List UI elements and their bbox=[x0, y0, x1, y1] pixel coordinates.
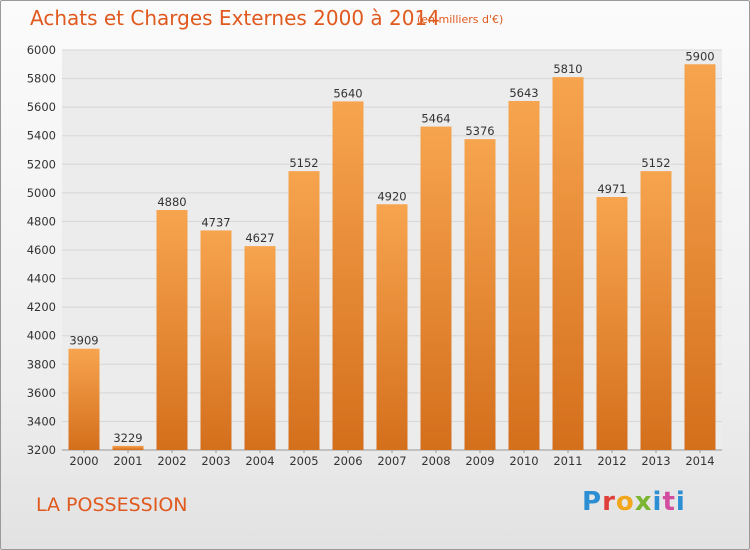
x-tick-label-2005: 2005 bbox=[289, 454, 318, 468]
y-tick-label: 3600 bbox=[27, 386, 56, 400]
chart-unit-note: (en milliers d'€) bbox=[417, 13, 504, 26]
x-tick-label-2008: 2008 bbox=[421, 454, 450, 468]
y-tick-label: 5400 bbox=[27, 129, 56, 143]
y-tick-label: 3800 bbox=[27, 357, 56, 371]
x-tick-label-2007: 2007 bbox=[377, 454, 406, 468]
data-label-2009: 5376 bbox=[465, 124, 494, 138]
data-label-2000: 3909 bbox=[69, 334, 98, 348]
x-tick-label-2003: 2003 bbox=[201, 454, 230, 468]
y-tick-label: 4800 bbox=[27, 214, 56, 228]
x-tick-label-2014: 2014 bbox=[685, 454, 714, 468]
x-tick-label-2013: 2013 bbox=[641, 454, 670, 468]
y-tick-label: 4400 bbox=[27, 272, 56, 286]
bar-2014 bbox=[684, 64, 716, 451]
chart-title: Achats et Charges Externes 2000 à 2014 bbox=[30, 6, 440, 30]
bar-layer bbox=[68, 64, 716, 451]
y-tick-label: 4600 bbox=[27, 243, 56, 257]
bar-2013 bbox=[640, 171, 672, 450]
data-label-2013: 5152 bbox=[641, 156, 670, 170]
bar-2002 bbox=[156, 210, 188, 450]
x-tick-label-2012: 2012 bbox=[597, 454, 626, 468]
place-name: LA POSSESSION bbox=[36, 494, 188, 516]
x-tick-label-2000: 2000 bbox=[69, 454, 98, 468]
bar-2011 bbox=[552, 77, 584, 451]
data-label-2001: 3229 bbox=[113, 431, 142, 445]
bar-2008 bbox=[420, 126, 452, 451]
x-tick-label-2010: 2010 bbox=[509, 454, 538, 468]
data-label-2006: 5640 bbox=[333, 86, 362, 100]
bar-2006 bbox=[332, 101, 364, 450]
bar-2000 bbox=[68, 348, 100, 450]
data-label-2002: 4880 bbox=[157, 195, 186, 209]
data-label-2004: 4627 bbox=[245, 231, 274, 245]
bar-2009 bbox=[464, 139, 496, 450]
y-tick-label: 5800 bbox=[27, 72, 56, 86]
y-tick-label: 4000 bbox=[27, 329, 56, 343]
x-tick-label-2009: 2009 bbox=[465, 454, 494, 468]
bar-2003 bbox=[200, 230, 232, 450]
y-tick-label: 4200 bbox=[27, 300, 56, 314]
y-tick-label: 6000 bbox=[27, 43, 56, 57]
label-layer: 3200 3400 3600 3800 4000 4200 4400 4600 4800 5000… bbox=[27, 43, 715, 468]
y-tick-label: 5600 bbox=[27, 100, 56, 114]
data-label-2011: 5810 bbox=[553, 62, 582, 76]
proxiti-logo[interactable]: Proxiti bbox=[582, 487, 686, 517]
bar-2004 bbox=[244, 246, 276, 450]
bar-2001 bbox=[112, 445, 144, 450]
y-tick-label: 3400 bbox=[27, 414, 56, 428]
bar-2012 bbox=[596, 197, 628, 450]
data-label-2012: 4971 bbox=[597, 182, 626, 196]
y-tick-label: 5000 bbox=[27, 186, 56, 200]
data-label-2008: 5464 bbox=[421, 112, 450, 126]
data-label-2005: 5152 bbox=[289, 156, 318, 170]
data-label-2010: 5643 bbox=[509, 86, 538, 100]
y-tick-label: 5200 bbox=[27, 157, 56, 171]
y-tick-label: 3200 bbox=[27, 443, 56, 457]
x-tick-label-2004: 2004 bbox=[245, 454, 274, 468]
x-tick-label-2011: 2011 bbox=[553, 454, 582, 468]
x-tick-label-2002: 2002 bbox=[157, 454, 186, 468]
data-label-2003: 4737 bbox=[201, 215, 230, 229]
bar-2010 bbox=[508, 101, 540, 450]
bar-2007 bbox=[376, 204, 408, 450]
x-tick-label-2001: 2001 bbox=[113, 454, 142, 468]
data-label-2007: 4920 bbox=[377, 189, 406, 203]
bar-2005 bbox=[288, 171, 320, 450]
x-tick-label-2006: 2006 bbox=[333, 454, 362, 468]
data-label-2014: 5900 bbox=[685, 49, 714, 63]
